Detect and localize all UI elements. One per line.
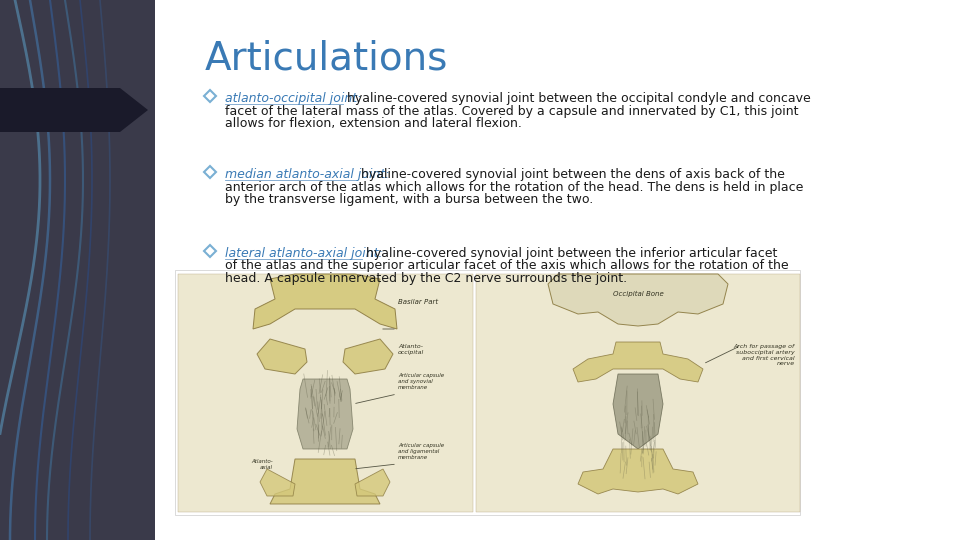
Polygon shape: [260, 469, 295, 496]
Polygon shape: [573, 342, 703, 382]
Polygon shape: [343, 339, 393, 374]
Polygon shape: [253, 274, 397, 329]
Text: Articular capsule
and ligamental
membrane: Articular capsule and ligamental membran…: [398, 443, 444, 460]
Text: median atlanto-axial joint:: median atlanto-axial joint:: [225, 168, 390, 181]
FancyBboxPatch shape: [0, 0, 155, 540]
Polygon shape: [204, 245, 216, 257]
Text: Articulations: Articulations: [205, 40, 448, 78]
FancyBboxPatch shape: [155, 0, 960, 540]
Polygon shape: [355, 469, 390, 496]
Text: Atlanto-
occipital: Atlanto- occipital: [398, 344, 424, 355]
Text: atlanto-occipital joint:: atlanto-occipital joint:: [225, 92, 361, 105]
Text: Occipital Bone: Occipital Bone: [612, 291, 663, 297]
Text: hyaline-covered synovial joint between the inferior articular facet: hyaline-covered synovial joint between t…: [362, 247, 778, 260]
Text: Arch for passage of
suboccipital artery
and first cervical
nerve: Arch for passage of suboccipital artery …: [733, 344, 795, 367]
Text: hyaline-covered synovial joint between the dens of axis back of the: hyaline-covered synovial joint between t…: [357, 168, 785, 181]
Text: allows for flexion, extension and lateral flexion.: allows for flexion, extension and latera…: [225, 117, 522, 130]
Polygon shape: [204, 90, 216, 102]
Polygon shape: [548, 274, 728, 326]
Polygon shape: [578, 449, 698, 494]
Text: by the transverse ligament, with a bursa between the two.: by the transverse ligament, with a bursa…: [225, 193, 593, 206]
Text: Atlanto-
axial: Atlanto- axial: [252, 459, 273, 470]
Text: of the atlas and the superior articular facet of the axis which allows for the r: of the atlas and the superior articular …: [225, 260, 788, 273]
Polygon shape: [297, 379, 353, 449]
FancyBboxPatch shape: [175, 270, 800, 515]
Text: hyaline-covered synovial joint between the occipital condyle and concave: hyaline-covered synovial joint between t…: [343, 92, 810, 105]
Polygon shape: [613, 374, 663, 449]
FancyBboxPatch shape: [476, 274, 800, 512]
Text: facet of the lateral mass of the atlas. Covered by a capsule and innervated by C: facet of the lateral mass of the atlas. …: [225, 105, 799, 118]
Polygon shape: [204, 166, 216, 178]
FancyBboxPatch shape: [178, 274, 473, 512]
Polygon shape: [257, 339, 307, 374]
Text: lateral atlanto-axial joint:: lateral atlanto-axial joint:: [225, 247, 383, 260]
Polygon shape: [270, 459, 380, 504]
Text: head. A capsule innervated by the C2 nerve surrounds the joint.: head. A capsule innervated by the C2 ner…: [225, 272, 627, 285]
Polygon shape: [0, 88, 148, 132]
Text: anterior arch of the atlas which allows for the rotation of the head. The dens i: anterior arch of the atlas which allows …: [225, 180, 804, 193]
Text: Articular capsule
and synovial
membrane: Articular capsule and synovial membrane: [398, 373, 444, 390]
Text: Basilar Part: Basilar Part: [398, 299, 438, 305]
